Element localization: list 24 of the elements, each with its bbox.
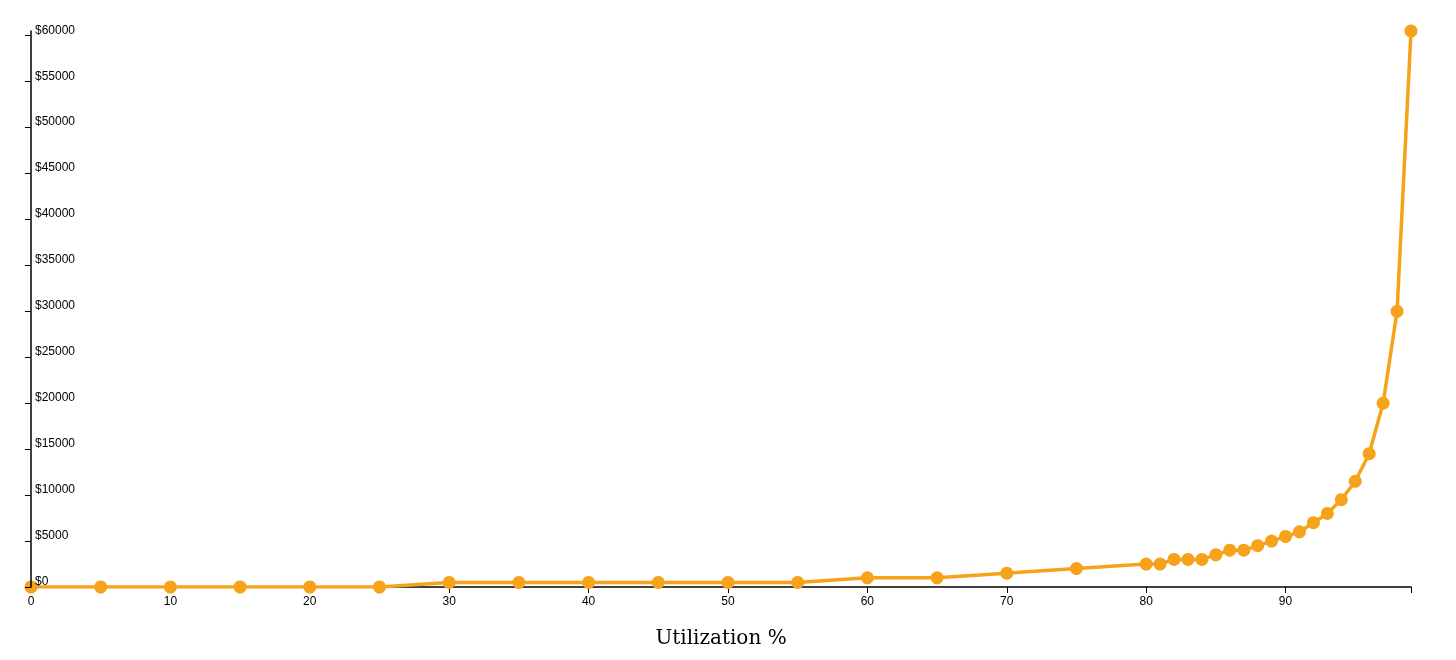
x-tick-label: 50 [721,594,735,608]
y-tick-label: $15000 [35,436,76,451]
x-tick-label: 30 [442,594,457,608]
y-tick-label: $5000 [35,528,69,543]
x-tick-label: 10 [163,594,178,608]
x-tick-label: 0 [27,594,35,608]
y-tick-label: $10000 [35,482,76,497]
x-tick-label: 80 [1139,594,1154,608]
x-axis-title: Utilization % [655,625,787,649]
y-tick-label: $50000 [35,114,76,129]
y-tick-label: $30000 [35,298,76,313]
y-tick-label: $35000 [35,252,76,267]
y-tick-label: $40000 [35,206,76,221]
x-tick-label: 40 [581,594,596,608]
x-tick-label: 90 [1278,594,1293,608]
y-tick-label: $20000 [35,390,76,405]
x-tick-label: 60 [860,594,875,608]
x-tick-label: 20 [303,594,317,608]
y-tick-label: $60000 [35,22,76,37]
y-tick-label: $25000 [35,344,76,359]
y-tick-label: $0 [35,574,49,588]
y-tick-label: $45000 [35,160,76,175]
y-tick-label: $55000 [35,68,76,83]
x-tick-label: 70 [1000,594,1014,608]
